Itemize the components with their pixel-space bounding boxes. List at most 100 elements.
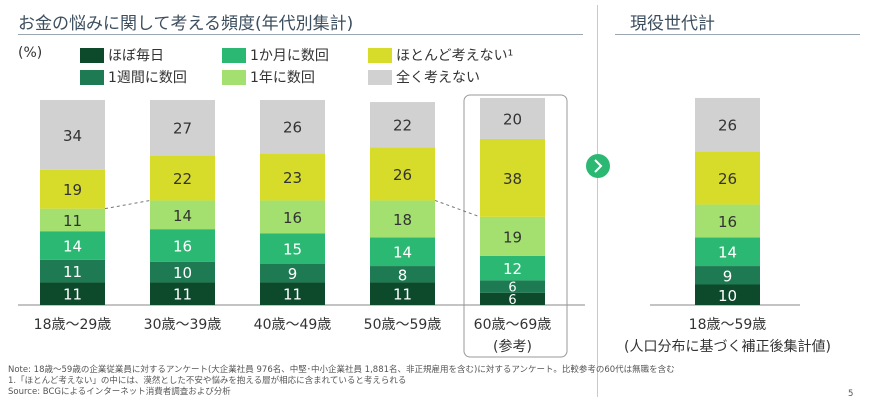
data-label: 11 — [63, 212, 82, 230]
bar-segment — [695, 237, 760, 267]
data-label: 27 — [173, 120, 192, 138]
data-label: 16 — [283, 209, 302, 227]
bar-segment — [260, 282, 325, 305]
bar-segment — [150, 261, 215, 283]
data-label: 11 — [63, 286, 82, 304]
legend-swatch — [80, 47, 104, 63]
data-label: 11 — [63, 263, 82, 281]
bar-segment — [695, 97, 760, 152]
bar-segment — [695, 204, 760, 238]
bar-segment — [370, 282, 435, 305]
chevron-right-icon — [586, 154, 610, 178]
category-label: 40歳～49歳 — [254, 317, 332, 333]
legend-label: 1年に数回 — [250, 70, 315, 86]
bar-stack: 66 12 19 38 20 — [480, 97, 545, 308]
bar-segment — [480, 280, 545, 293]
data-label: 12 — [503, 260, 522, 278]
bar-segment — [480, 216, 545, 256]
bar-segment — [695, 151, 760, 205]
legend-label: 1か月に数回 — [250, 48, 329, 64]
source-line: Source: BCGによるインターネット消費者調査および分析 — [8, 387, 231, 397]
chart-title: お金の悩みに関して考える頻度(年代別集計) — [18, 14, 354, 34]
legend-swatch — [368, 69, 392, 85]
bar-segment — [370, 266, 435, 283]
category-label: 50歳～59歳 — [364, 317, 442, 333]
footnotes: Note: 18歳～59歳の企業従業員に対するアンケート(大企業社員 976名、… — [8, 365, 675, 398]
legend-label: 1週間に数回 — [108, 70, 187, 86]
data-label: 26 — [393, 166, 412, 184]
data-label: 6 — [508, 293, 516, 308]
bar-segment — [150, 155, 215, 201]
unit-label: (%) — [18, 45, 43, 61]
legend-item: 1週間に数回 — [80, 67, 187, 87]
legend-label: ほぼ毎日 — [108, 48, 164, 64]
data-label: 26 — [718, 117, 737, 135]
data-label: 14 — [393, 244, 412, 262]
data-label: 34 — [63, 127, 82, 145]
bar-segment — [695, 284, 760, 305]
bar-segment — [260, 264, 325, 283]
note-line: Note: 18歳～59歳の企業従業員に対するアンケート(大企業社員 976名、… — [8, 365, 675, 375]
legend-swatch — [222, 47, 246, 63]
bar-segment — [370, 102, 435, 148]
bar-segment — [150, 229, 215, 262]
data-label: 23 — [283, 169, 302, 187]
category-sublabel: (人口分布に基づく補正後集計値) — [624, 338, 831, 355]
bar-stack: 11 11 14 11 19 34 — [40, 100, 105, 305]
category-label: 60歳～69歳 — [474, 317, 552, 333]
bar-segment — [40, 282, 105, 305]
right-title-underline — [615, 34, 860, 35]
bar-segment — [480, 255, 545, 281]
bar-stack: 11 8 14 18 26 22 — [370, 102, 435, 305]
data-label: 11 — [173, 286, 192, 304]
data-label: 14 — [718, 244, 737, 262]
data-label: 20 — [503, 110, 522, 128]
data-label: 38 — [503, 170, 522, 188]
legend-item: 全く考えない — [368, 67, 480, 87]
category-label: 18歳～59歳 — [689, 317, 767, 333]
bar-segment — [370, 147, 435, 201]
connector-line — [434, 199, 481, 218]
data-label: 9 — [288, 265, 298, 283]
data-label: 9 — [723, 267, 733, 285]
title-underline — [18, 34, 583, 35]
legend-item: ほぼ毎日 — [80, 45, 164, 65]
bar-segment — [40, 231, 105, 260]
data-label: 18 — [393, 211, 412, 229]
bar-segment — [370, 200, 435, 238]
bar-segment — [260, 153, 325, 201]
bar-segment — [40, 100, 105, 170]
bar-segment — [370, 237, 435, 267]
bar-segment — [260, 100, 325, 154]
page-number: 5 — [848, 389, 854, 399]
data-label: 19 — [503, 228, 522, 246]
data-label: 19 — [63, 181, 82, 199]
right-panel-title: 現役世代計 — [630, 14, 715, 34]
data-label: 22 — [393, 117, 412, 135]
data-label: 22 — [173, 170, 192, 188]
data-label: 26 — [283, 119, 302, 137]
bar-segment — [480, 292, 545, 305]
data-label: 26 — [718, 170, 737, 188]
bar-segment — [480, 97, 545, 139]
bar-segment — [695, 266, 760, 285]
bar-segment — [150, 282, 215, 305]
legend-item: 1か月に数回 — [222, 45, 329, 65]
legend-label: ほとんど考えない¹ — [396, 48, 514, 64]
data-label: 15 — [283, 241, 302, 259]
data-label: 10 — [718, 287, 737, 305]
data-label: 6 — [508, 281, 516, 296]
bar-segment — [40, 169, 105, 209]
bar-segment — [40, 208, 105, 232]
data-label: 14 — [173, 207, 192, 225]
bar-stack: 11 10 16 14 22 27 — [150, 100, 215, 305]
bar-segment — [260, 233, 325, 264]
data-label: 16 — [718, 213, 737, 231]
legend-swatch — [80, 69, 104, 85]
data-label: 16 — [173, 238, 192, 256]
data-label: 10 — [173, 264, 192, 282]
bar-segment — [150, 100, 215, 156]
legend-swatch — [368, 47, 392, 63]
legend-item: ほとんど考えない¹ — [368, 45, 513, 65]
